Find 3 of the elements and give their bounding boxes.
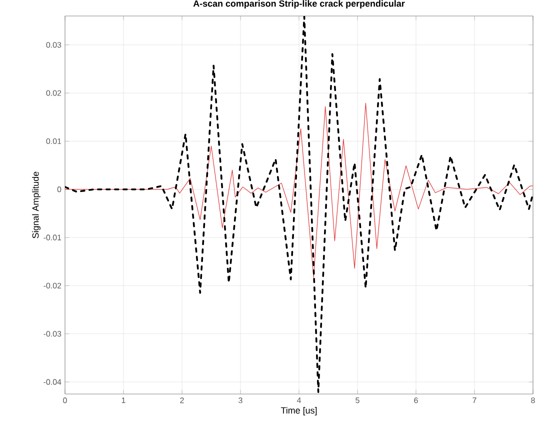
x-axis-title: Time [us] xyxy=(280,407,317,416)
chart-title: A-scan comparison Strip-like crack perpendicular xyxy=(193,0,405,8)
y-axis-title: Signal Amplitude xyxy=(32,172,40,238)
